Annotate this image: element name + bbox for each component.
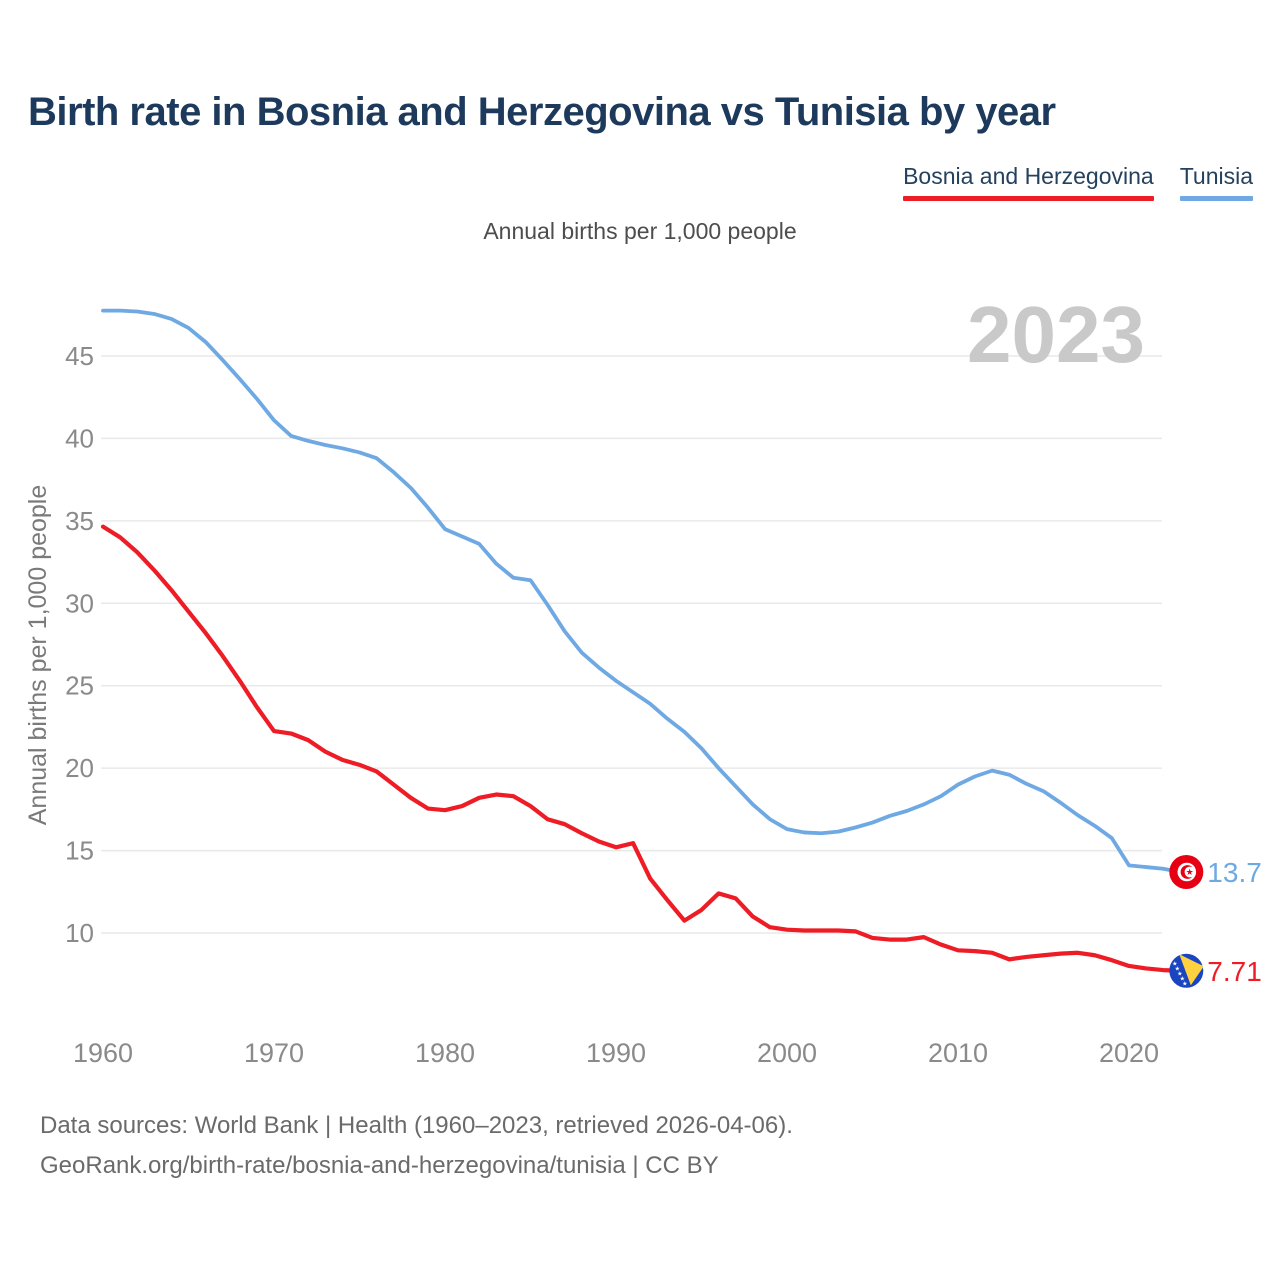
x-tick-label: 2000 [757, 1038, 817, 1068]
legend-underline-bosnia [903, 196, 1154, 201]
y-tick-label: 45 [65, 341, 94, 371]
svg-text:★: ★ [1175, 965, 1180, 972]
legend-item-tunisia[interactable]: Tunisia [1179, 163, 1253, 201]
y-tick-label: 35 [65, 506, 94, 536]
svg-text:★: ★ [1172, 960, 1177, 967]
svg-text:★: ★ [1180, 975, 1185, 982]
svg-text:★: ★ [1182, 980, 1187, 987]
y-axis-label: Annual births per 1,000 people [24, 485, 52, 826]
footer-sources-line: Data sources: World Bank | Health (1960–… [40, 1112, 793, 1139]
series-line-bosnia [100, 524, 1183, 973]
svg-text:★: ★ [1177, 970, 1182, 977]
flag-icon-tunisia: ★ [1169, 855, 1204, 890]
legend-underline-tunisia [1179, 196, 1253, 201]
legend: Bosnia and Herzegovina Tunisia [903, 163, 1253, 201]
footer: Data sources: World Bank | Health (1960–… [40, 1106, 793, 1186]
legend-item-bosnia[interactable]: Bosnia and Herzegovina [903, 163, 1154, 201]
x-tick-label: 1960 [73, 1038, 133, 1068]
y-tick-label: 40 [65, 423, 94, 453]
y-tick-label: 30 [65, 588, 94, 618]
series-line-tunisia [101, 308, 1183, 874]
y-tick-label: 10 [65, 918, 94, 948]
x-tick-label: 1970 [244, 1038, 304, 1068]
footer-attribution-line: GeoRank.org/birth-rate/bosnia-and-herzeg… [40, 1152, 719, 1179]
y-tick-label: 20 [65, 753, 94, 783]
end-value-label-bosnia: 7.71 [1207, 956, 1262, 987]
y-tick-label: 15 [65, 836, 94, 866]
x-tick-label: 1980 [415, 1038, 475, 1068]
watermark-year: 2023 [967, 290, 1145, 379]
y-tick-label: 25 [65, 671, 94, 701]
x-tick-label: 1990 [586, 1038, 646, 1068]
legend-label-tunisia: Tunisia [1179, 163, 1253, 189]
x-tick-label: 2020 [1099, 1038, 1159, 1068]
legend-label-bosnia: Bosnia and Herzegovina [903, 163, 1154, 189]
end-value-label-tunisia: 13.7 [1207, 857, 1262, 888]
svg-text:★: ★ [1186, 867, 1194, 877]
flag-icon-bosnia: ★★★★★ [1169, 953, 1204, 988]
page-title: Birth rate in Bosnia and Herzegovina vs … [28, 90, 1056, 134]
chart-subtitle: Annual births per 1,000 people [483, 218, 797, 244]
x-tick-label: 2010 [928, 1038, 988, 1068]
